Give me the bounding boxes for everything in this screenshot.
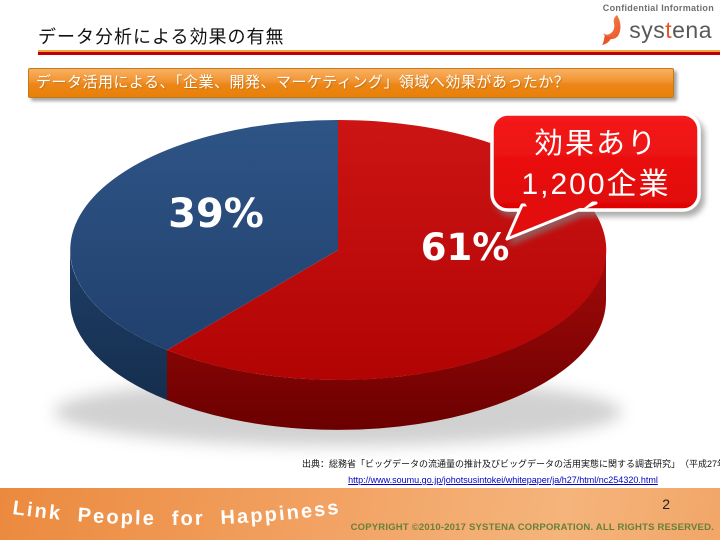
pie-slice-61-side [167,250,606,430]
confidential-label: Confidential Information [602,3,714,13]
logo-t: t [665,17,673,43]
label-39-percent: 39% [168,191,264,237]
logo-ena: ena [672,17,712,43]
source-citation: 出典：総務省「ビッグデータの流通量の推計及びビッグデータの活用実態に関する調査研… [302,459,720,469]
systena-logo: systena [601,15,712,46]
source-url-link[interactable]: http://www.soumu.go.jp/johotsusintokei/w… [348,475,658,485]
label-61-percent: 61% [421,226,510,269]
copyright-notice: COPYRIGHT ©2010-2017 SYSTENA CORPORATION… [350,522,714,533]
callout-line1: 効果あり [534,127,658,160]
systena-flame-icon [602,15,621,45]
title-underline [38,50,720,55]
page-number: 2 [662,496,670,512]
source-block: 出典：総務省「ビッグデータの流通量の推計及びビッグデータの活用実態に関する調査研… [302,459,720,488]
systena-logo-text: systena [629,19,712,42]
footer-tagline: Link People for Happiness [11,496,339,530]
callout-line2: 1,200企業 [521,168,670,201]
callout-tail-joint [523,200,594,208]
question-banner: データ活用による、「企業、開発、マーケティング」領域へ効果があったか？ [28,68,674,98]
callout-box [490,112,701,212]
page-title: データ分析による効果の有無 [38,27,285,47]
callout-bubble [490,112,701,241]
pie-slice-39-side [70,250,167,400]
footer-band: Link People for Happiness 2 COPYRIGHT ©2… [0,488,720,540]
logo-sys: sys [629,17,666,43]
tagline-graphic: Link People for Happiness [11,496,342,530]
pie-slice-39 [70,120,338,350]
svg-text:Link People for Happiness: Link People for Happiness [11,496,342,530]
